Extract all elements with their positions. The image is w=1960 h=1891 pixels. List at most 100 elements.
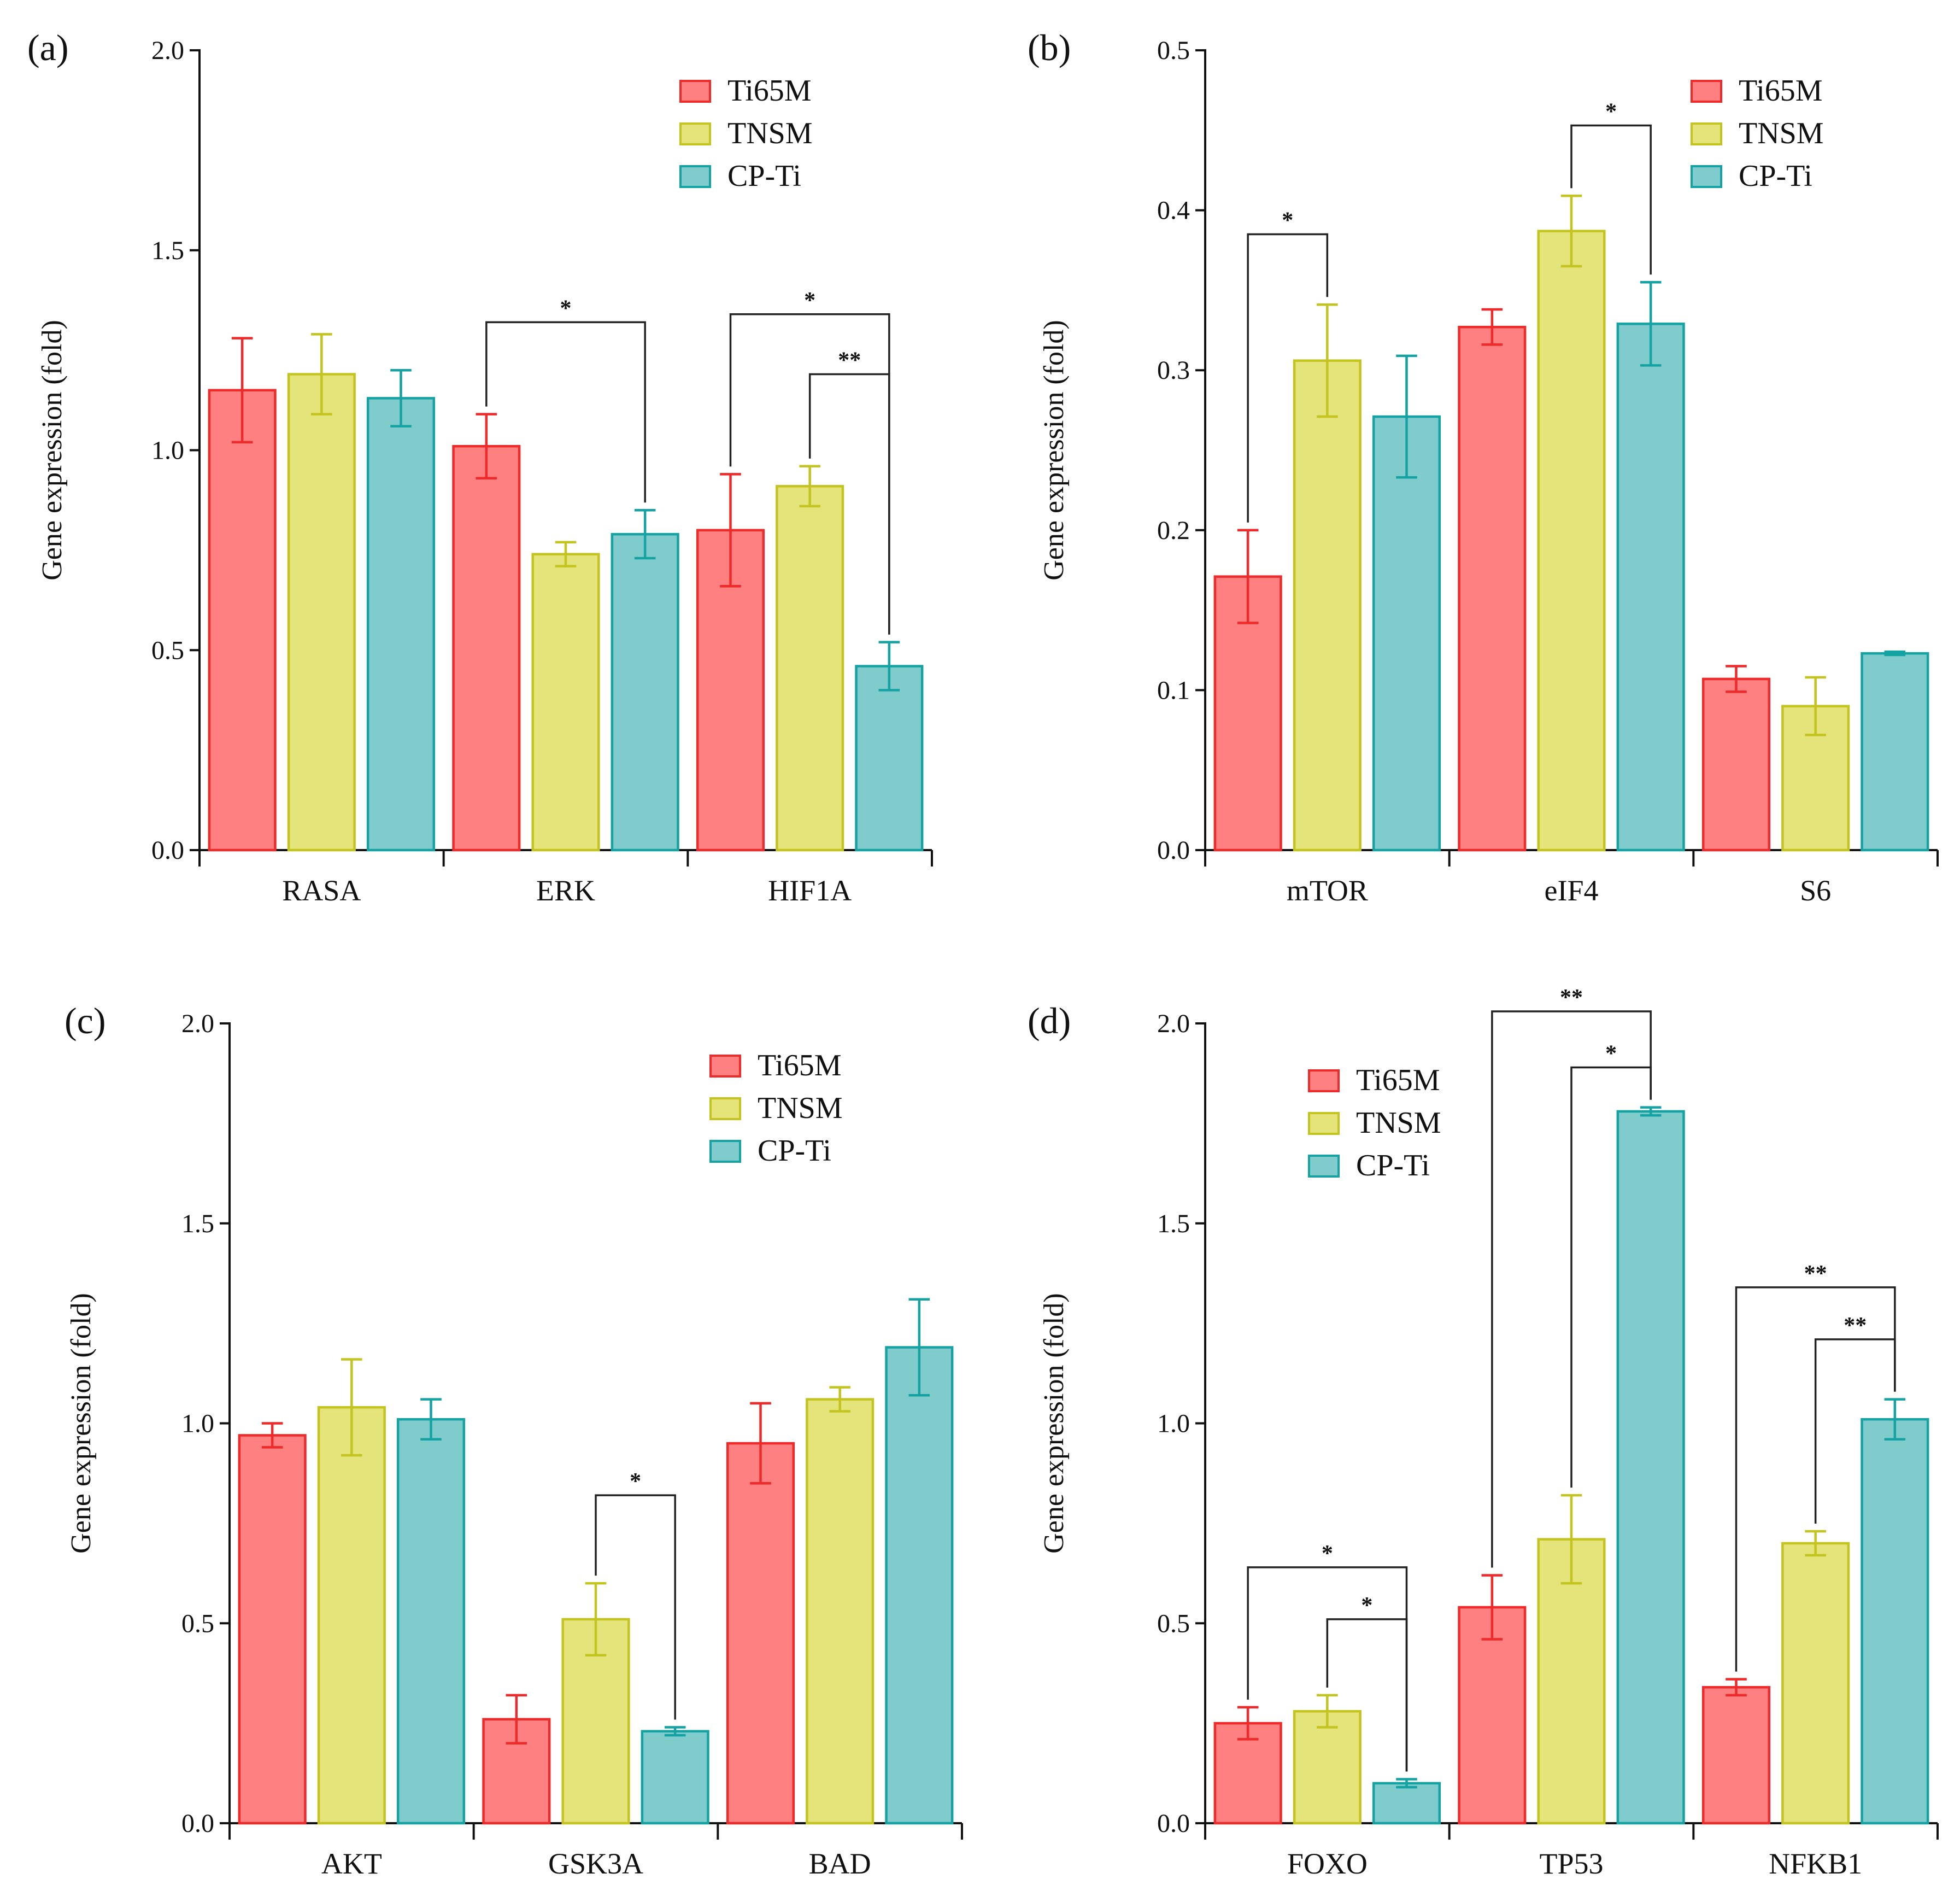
significance-bracket <box>1570 124 1652 275</box>
bar-tnsm-foxo <box>1293 1709 1362 1825</box>
bar-ti65m-bad <box>726 1442 795 1825</box>
error-bar-cp-ti-mtor <box>1396 354 1417 479</box>
bar-cp-ti-tp53 <box>1616 1110 1685 1825</box>
y-tick-label: 0.4 <box>1157 196 1190 225</box>
significance-bracket <box>485 321 646 503</box>
bar-cp-ti-s6 <box>1861 652 1929 852</box>
bar-ti65m-rasa <box>208 389 277 852</box>
bar-tnsm-nfkb1 <box>1781 1542 1850 1825</box>
x-tick-label-foxo: FOXO <box>1287 1847 1368 1880</box>
x-tick-label-erk: ERK <box>536 874 595 907</box>
legend-label-tnsm: TNSM <box>758 1091 843 1125</box>
significance-label: * <box>1605 1041 1617 1066</box>
x-tick-label-tp53: TP53 <box>1539 1847 1603 1880</box>
bar-tnsm-hif1a <box>776 485 844 852</box>
x-tick-label-akt: AKT <box>321 1847 382 1880</box>
panel-label: (b) <box>1028 27 1071 68</box>
error-bar-cp-ti-nfkb1 <box>1884 1398 1906 1441</box>
y-tick-label: 0.2 <box>1157 516 1190 545</box>
x-tick-label-s6: S6 <box>1800 874 1831 907</box>
significance-label: ** <box>838 348 861 373</box>
error-bar-tnsm-rasa <box>311 333 332 415</box>
significance-bracket <box>1326 1618 1408 1772</box>
bar-tnsm-rasa <box>287 373 356 852</box>
bar-cp-ti-bad <box>885 1346 954 1825</box>
x-tick-label-hif1a: HIF1A <box>768 874 852 907</box>
bar-tnsm-mtor <box>1293 359 1362 852</box>
legend-swatch-tnsm <box>1308 1112 1340 1135</box>
significance-bracket <box>1570 1066 1652 1488</box>
error-bar-tnsm-s6 <box>1805 676 1826 736</box>
y-tick-label: 0.5 <box>1157 36 1190 65</box>
legend-label-cp-ti: CP-Ti <box>727 159 801 193</box>
significance-label: * <box>1282 208 1293 233</box>
y-tick-label: 1.5 <box>181 1209 214 1238</box>
panel-d: (d) Gene expression (fold) 0.0 0.5 1.0 1.5 2.0… <box>1028 985 1939 1880</box>
significance-label: * <box>804 288 815 313</box>
bar-ti65m-s6 <box>1701 677 1771 852</box>
error-bar-ti65m-rasa <box>231 337 253 444</box>
x-tick-label-mtor: mTOR <box>1287 874 1368 907</box>
error-bar-ti65m-hif1a <box>720 473 741 588</box>
y-axis-label: Gene expression (fold) <box>1038 1293 1070 1554</box>
x-tick-label-eif4: eIF4 <box>1545 874 1599 907</box>
y-tick-label: 0.0 <box>1157 836 1190 865</box>
bar-tnsm-eif4 <box>1537 230 1606 852</box>
legend-label-cp-ti: CP-Ti <box>758 1134 831 1168</box>
y-axis-label: Gene expression (fold) <box>37 320 68 581</box>
significance-label: ** <box>1560 985 1583 1010</box>
significance-label: * <box>1361 1593 1372 1618</box>
y-tick-label: 1.5 <box>1157 1209 1190 1238</box>
panel-label: (d) <box>1028 1000 1071 1041</box>
error-bar-ti65m-gsk3a <box>506 1694 527 1744</box>
y-axis-label: Gene expression (fold) <box>1038 320 1070 581</box>
bar-ti65m-erk <box>452 444 521 852</box>
error-bar-ti65m-bad <box>750 1402 771 1485</box>
y-tick-label: 0.3 <box>1157 356 1190 385</box>
panel-c: (c) Gene expression (fold) 0.0 0.5 1.0 1.5 2.0… <box>64 1000 963 1880</box>
legend-label-ti65m: Ti65M <box>1739 74 1823 108</box>
error-bar-cp-ti-erk <box>634 508 656 560</box>
legend-label-tnsm: TNSM <box>1739 116 1824 150</box>
significance-label: ** <box>1844 1313 1867 1338</box>
y-tick-label: 0.0 <box>151 836 184 865</box>
error-bar-tnsm-foxo <box>1317 1694 1338 1729</box>
y-tick-label: 1.0 <box>1157 1409 1190 1438</box>
significance-label: ** <box>1804 1261 1827 1286</box>
y-tick-label: 0.5 <box>151 636 184 665</box>
legend-swatch-cp-ti <box>709 1140 741 1163</box>
significance-label: * <box>630 1469 641 1494</box>
y-tick-label: 2.0 <box>181 1009 214 1038</box>
x-tick-label-rasa: RASA <box>282 874 361 907</box>
bar-ti65m-nfkb1 <box>1701 1686 1771 1825</box>
error-bar-tnsm-nfkb1 <box>1805 1530 1826 1557</box>
error-bar-ti65m-foxo <box>1237 1706 1259 1741</box>
y-tick-label: 1.0 <box>151 436 184 465</box>
y-tick-label: 2.0 <box>151 36 184 65</box>
error-bar-tnsm-bad <box>829 1386 850 1413</box>
error-bar-cp-ti-rasa <box>390 368 412 428</box>
error-bar-tnsm-gsk3a <box>585 1582 607 1657</box>
legend-swatch-ti65m <box>679 80 711 103</box>
panel-label: (c) <box>64 1000 105 1041</box>
legend-swatch-tnsm <box>1691 122 1722 145</box>
error-bar-ti65m-tp53 <box>1481 1574 1503 1641</box>
error-bar-ti65m-akt <box>261 1422 283 1449</box>
bar-cp-ti-rasa <box>366 397 436 852</box>
error-bar-tnsm-erk <box>555 541 577 567</box>
y-tick-label: 0.5 <box>1157 1609 1190 1638</box>
bar-cp-ti-mtor <box>1372 415 1441 852</box>
legend-swatch-cp-ti <box>1691 165 1722 188</box>
error-bar-tnsm-akt <box>341 1358 362 1457</box>
error-bar-cp-ti-s6 <box>1884 650 1906 657</box>
bar-tnsm-akt <box>317 1406 386 1825</box>
error-bar-ti65m-erk <box>476 413 497 479</box>
legend-label-ti65m: Ti65M <box>758 1049 842 1082</box>
error-bar-cp-ti-bad <box>908 1298 930 1397</box>
error-bar-cp-ti-hif1a <box>878 641 900 692</box>
y-tick-label: 1.5 <box>151 236 184 265</box>
panel-b: (b) Gene expression (fold) 0.0 0.1 0.2 0.3 0.4… <box>1028 27 1939 907</box>
error-bar-ti65m-eif4 <box>1481 308 1503 346</box>
legend-swatch-ti65m <box>1691 80 1722 103</box>
